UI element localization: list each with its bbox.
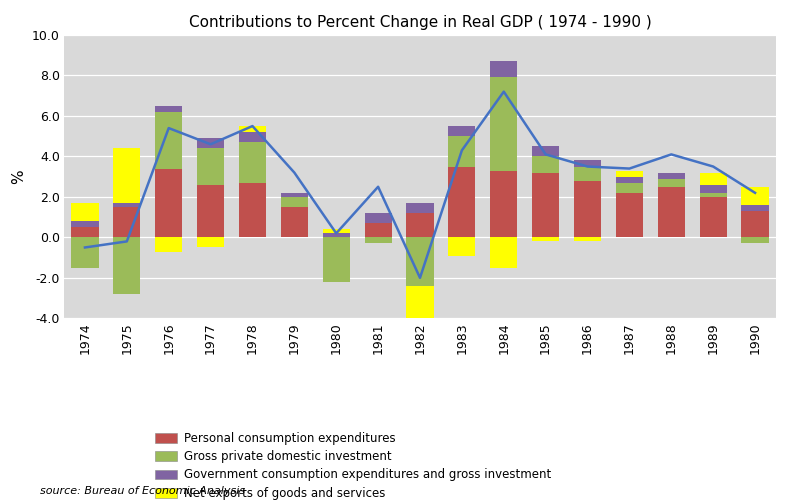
Bar — [490, 78, 518, 170]
Bar — [155, 106, 182, 112]
Bar — [658, 172, 685, 178]
Bar — [155, 112, 182, 168]
Bar — [742, 187, 769, 205]
Bar — [239, 132, 266, 142]
Bar — [448, 238, 475, 256]
Bar — [742, 238, 769, 244]
Bar — [490, 238, 518, 268]
Bar — [365, 238, 392, 244]
Bar — [406, 286, 434, 348]
Bar — [742, 205, 769, 211]
Bar — [155, 168, 182, 237]
Bar — [574, 180, 601, 238]
Bar — [281, 197, 308, 207]
Bar — [322, 230, 350, 234]
Bar — [532, 172, 559, 238]
Legend: Personal consumption expenditures, Gross private domestic investment, Government: Personal consumption expenditures, Gross… — [155, 432, 551, 500]
Bar — [322, 238, 350, 282]
Bar — [239, 142, 266, 182]
Bar — [281, 207, 308, 238]
Bar — [658, 178, 685, 187]
Bar — [239, 126, 266, 132]
Bar — [239, 182, 266, 238]
Bar — [742, 211, 769, 238]
Bar — [532, 238, 559, 242]
Bar — [448, 136, 475, 166]
Y-axis label: %: % — [11, 170, 26, 184]
Bar — [197, 148, 224, 184]
Bar — [114, 148, 141, 203]
Text: source: Bureau of Economic Analysis: source: Bureau of Economic Analysis — [40, 486, 245, 496]
Bar — [616, 170, 643, 176]
Bar — [448, 126, 475, 136]
Bar — [699, 197, 726, 237]
Bar — [616, 182, 643, 193]
Bar — [448, 166, 475, 238]
Bar — [114, 203, 141, 207]
Bar — [71, 227, 98, 237]
Bar — [699, 184, 726, 193]
Bar — [699, 193, 726, 197]
Bar — [114, 238, 141, 294]
Bar — [406, 238, 434, 286]
Bar — [281, 193, 308, 197]
Bar — [699, 172, 726, 184]
Bar — [71, 238, 98, 268]
Bar — [71, 203, 98, 221]
Bar — [197, 184, 224, 238]
Bar — [574, 160, 601, 166]
Bar — [658, 187, 685, 238]
Bar — [71, 221, 98, 227]
Bar — [406, 213, 434, 238]
Bar — [322, 234, 350, 237]
Bar — [532, 146, 559, 156]
Bar — [197, 138, 224, 148]
Bar — [532, 156, 559, 172]
Title: Contributions to Percent Change in Real GDP ( 1974 - 1990 ): Contributions to Percent Change in Real … — [189, 14, 651, 30]
Bar — [155, 238, 182, 252]
Bar — [406, 203, 434, 213]
Bar — [490, 62, 518, 78]
Bar — [114, 207, 141, 238]
Bar — [197, 238, 224, 248]
Bar — [574, 238, 601, 242]
Bar — [616, 176, 643, 182]
Bar — [616, 193, 643, 238]
Bar — [574, 166, 601, 180]
Bar — [365, 223, 392, 238]
Bar — [365, 213, 392, 223]
Bar — [490, 170, 518, 237]
